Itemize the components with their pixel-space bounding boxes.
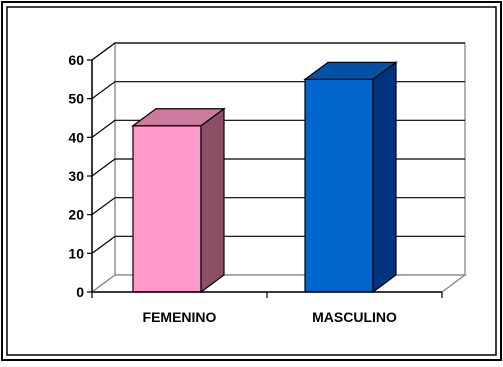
bar-masculino: [303, 61, 398, 294]
inner-border: [6, 6, 497, 356]
bar-front: [132, 125, 202, 293]
y-tick-label: 60: [68, 52, 84, 68]
bar-femenino: [131, 107, 226, 294]
y-tick-label: 20: [68, 207, 84, 223]
gridline: [91, 42, 465, 61]
y-axis-ticks: 0 10 20 30 40 50 60: [68, 52, 92, 300]
bar-side: [200, 107, 225, 294]
bar-top: [131, 108, 226, 127]
y-tick-label: 50: [68, 91, 84, 107]
y-tick-label: 30: [68, 168, 84, 184]
x-tick-label: FEMENINO: [143, 309, 217, 325]
y-tick-label: 10: [68, 245, 84, 261]
bar-side: [372, 61, 397, 294]
y-tick-label: 0: [76, 284, 84, 300]
y-tick-label: 40: [68, 129, 84, 145]
bars: [131, 61, 398, 294]
outer-border: [1, 1, 502, 361]
x-axis-ticks: FEMENINO MASCULINO: [91, 292, 443, 325]
x-tick-label: MASCULINO: [312, 309, 397, 325]
bar-front: [304, 78, 374, 293]
bar-top: [303, 61, 398, 80]
